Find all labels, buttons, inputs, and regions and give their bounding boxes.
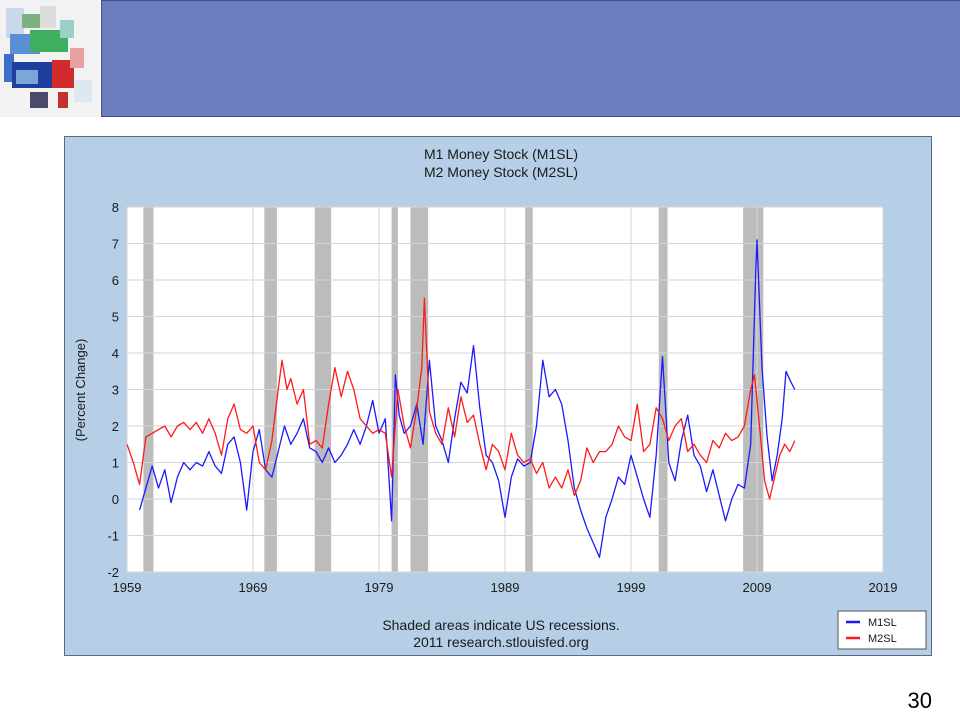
y-tick-label-1: -1 (107, 529, 119, 544)
slide-logo (0, 0, 100, 117)
series-line-m2sl (126, 297, 796, 500)
x-tick-labels: 1959 1969 1979 1989 1999 2009 2019 (113, 580, 898, 595)
y-tick-label-2: 0 (112, 492, 119, 507)
series-line-m1sl (138, 239, 796, 559)
y-tick-labels: -2 -1 0 1 2 3 4 5 6 7 8 (107, 200, 119, 580)
grid-lines (126, 206, 884, 573)
y-tick-label-7: 5 (112, 310, 119, 325)
chart-panel: M1 Money Stock (M1SL) M2 Money Stock (M2… (64, 136, 932, 656)
y-tick-label-10: 8 (112, 200, 119, 215)
x-tick-label-0: 1959 (113, 580, 142, 595)
chart-title-line-1: M1 Money Stock (M1SL) (424, 146, 578, 162)
y-tick-label-0: -2 (107, 565, 119, 580)
y-axis-label: (Percent Change) (73, 339, 88, 442)
x-tick-label-6: 2019 (869, 580, 898, 595)
x-tick-label-3: 1989 (491, 580, 520, 595)
footnote-line-1: Shaded areas indicate US recessions. (382, 617, 619, 633)
x-tick-label-4: 1999 (617, 580, 646, 595)
footnote-line-2: 2011 research.stlouisfed.org (413, 634, 589, 650)
legend-m2-label: M2SL (868, 633, 897, 645)
legend: M1SL M2SL (837, 610, 927, 650)
y-tick-label-6: 4 (112, 346, 119, 361)
chart-title-line-2: M2 Money Stock (M2SL) (424, 164, 578, 180)
y-tick-label-3: 1 (112, 456, 119, 471)
legend-m1-label: M1SL (868, 617, 897, 629)
y-tick-label-4: 2 (112, 419, 119, 434)
y-tick-label-5: 3 (112, 383, 119, 398)
y-tick-label-8: 6 (112, 273, 119, 288)
legend-box (837, 610, 927, 650)
logo-art-image (0, 0, 100, 117)
page-number: 30 (907, 688, 932, 713)
slide-header-bar (101, 0, 960, 117)
x-tick-label-2: 1979 (365, 580, 394, 595)
y-tick-label-9: 7 (112, 237, 119, 252)
series-lines (126, 239, 796, 559)
x-tick-label-5: 2009 (743, 580, 772, 595)
money-stock-chart: M1 Money Stock (M1SL) M2 Money Stock (M2… (73, 146, 927, 650)
x-tick-label-1: 1969 (239, 580, 268, 595)
